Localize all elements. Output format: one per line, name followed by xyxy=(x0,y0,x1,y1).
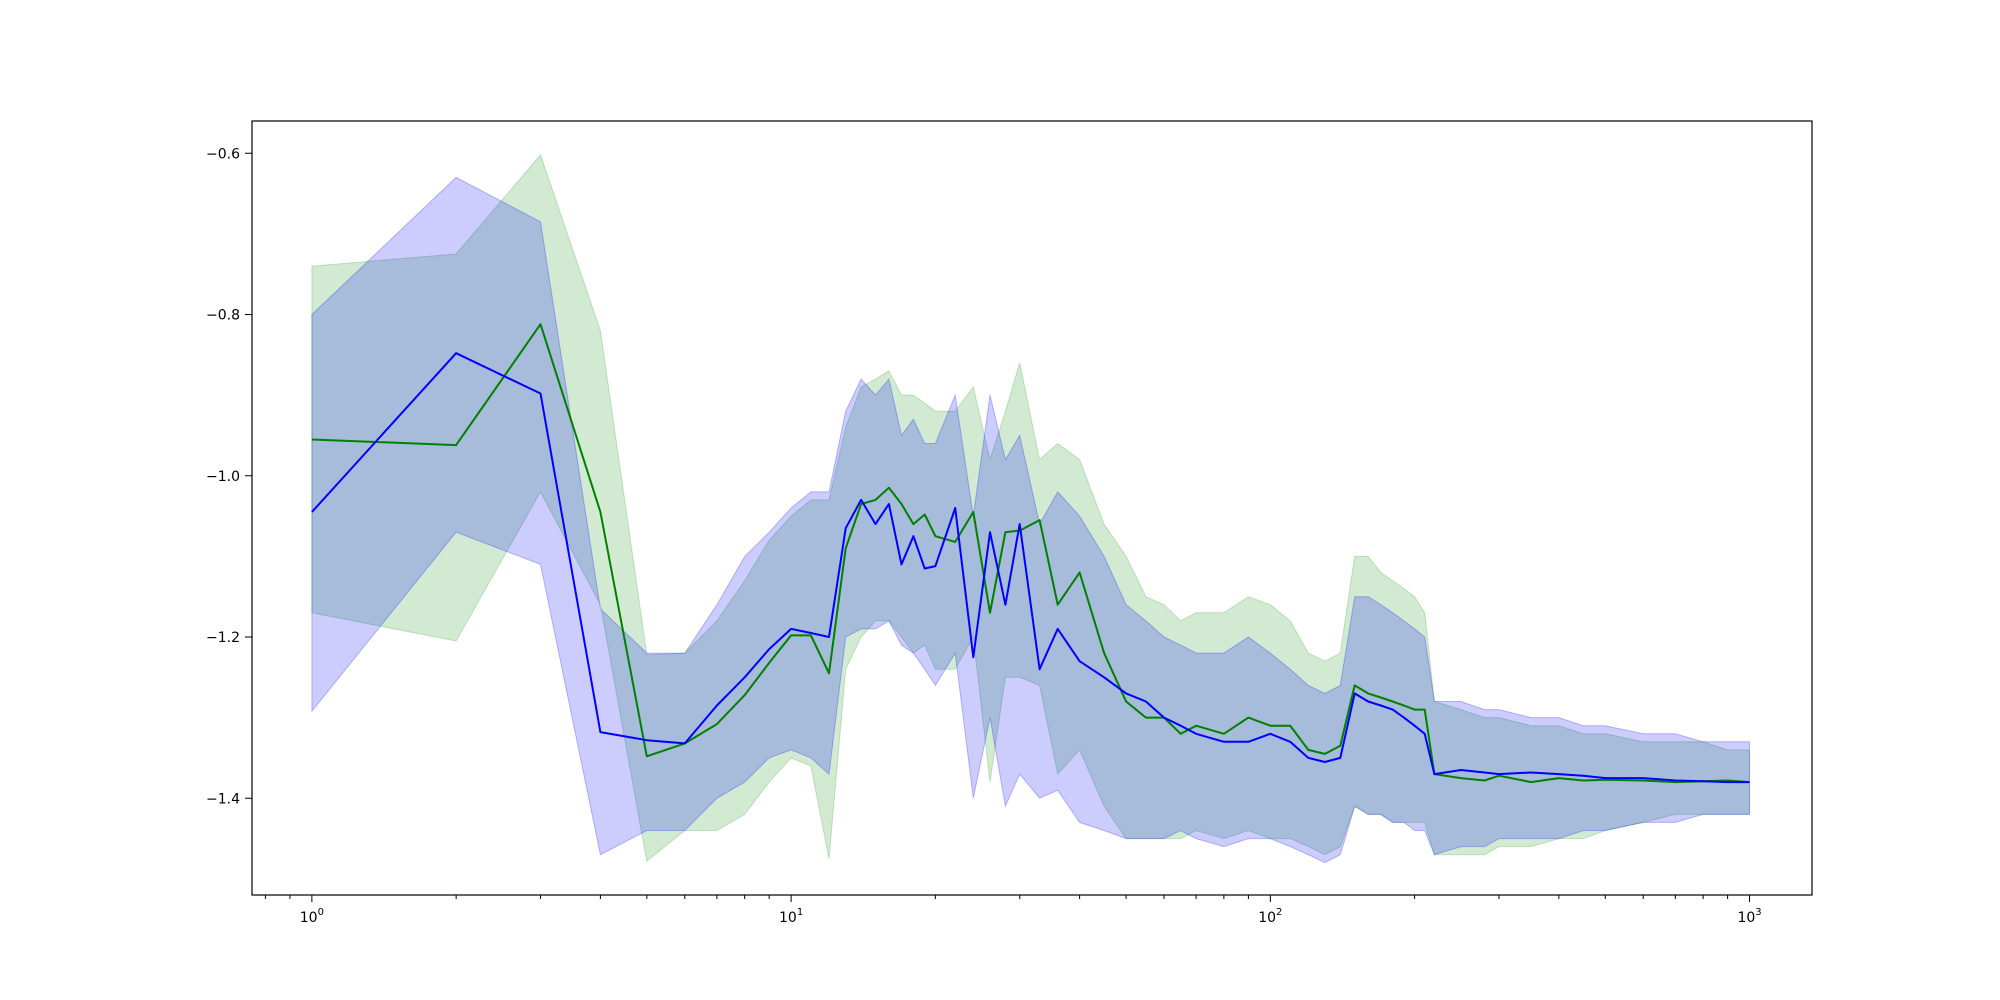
plot-area xyxy=(311,153,1750,864)
confidence-bands xyxy=(311,153,1750,864)
series-1-band xyxy=(311,153,1750,863)
y-tick-label: −1.2 xyxy=(206,630,240,646)
x-tick-label: 101 xyxy=(779,907,803,926)
y-tick-label: −0.6 xyxy=(206,146,240,162)
x-tick-label: 103 xyxy=(1737,907,1761,926)
y-tick-label: −1.0 xyxy=(206,469,240,485)
y-tick-label: −0.8 xyxy=(206,308,240,324)
x-axis: 100 101 102 103 xyxy=(264,895,1762,926)
series-2-line xyxy=(311,352,1750,784)
x-tick-label: 100 xyxy=(300,907,324,926)
series-2-band xyxy=(311,176,1750,864)
y-tick-label: −1.4 xyxy=(206,791,240,807)
series-1-line xyxy=(311,323,1750,784)
axes-frame xyxy=(251,120,1813,896)
y-axis: −1.4 −1.2 −1.0 −0.8 −0.6 xyxy=(206,146,252,807)
x-tick-label: 102 xyxy=(1258,907,1282,926)
series-lines xyxy=(311,323,1750,784)
